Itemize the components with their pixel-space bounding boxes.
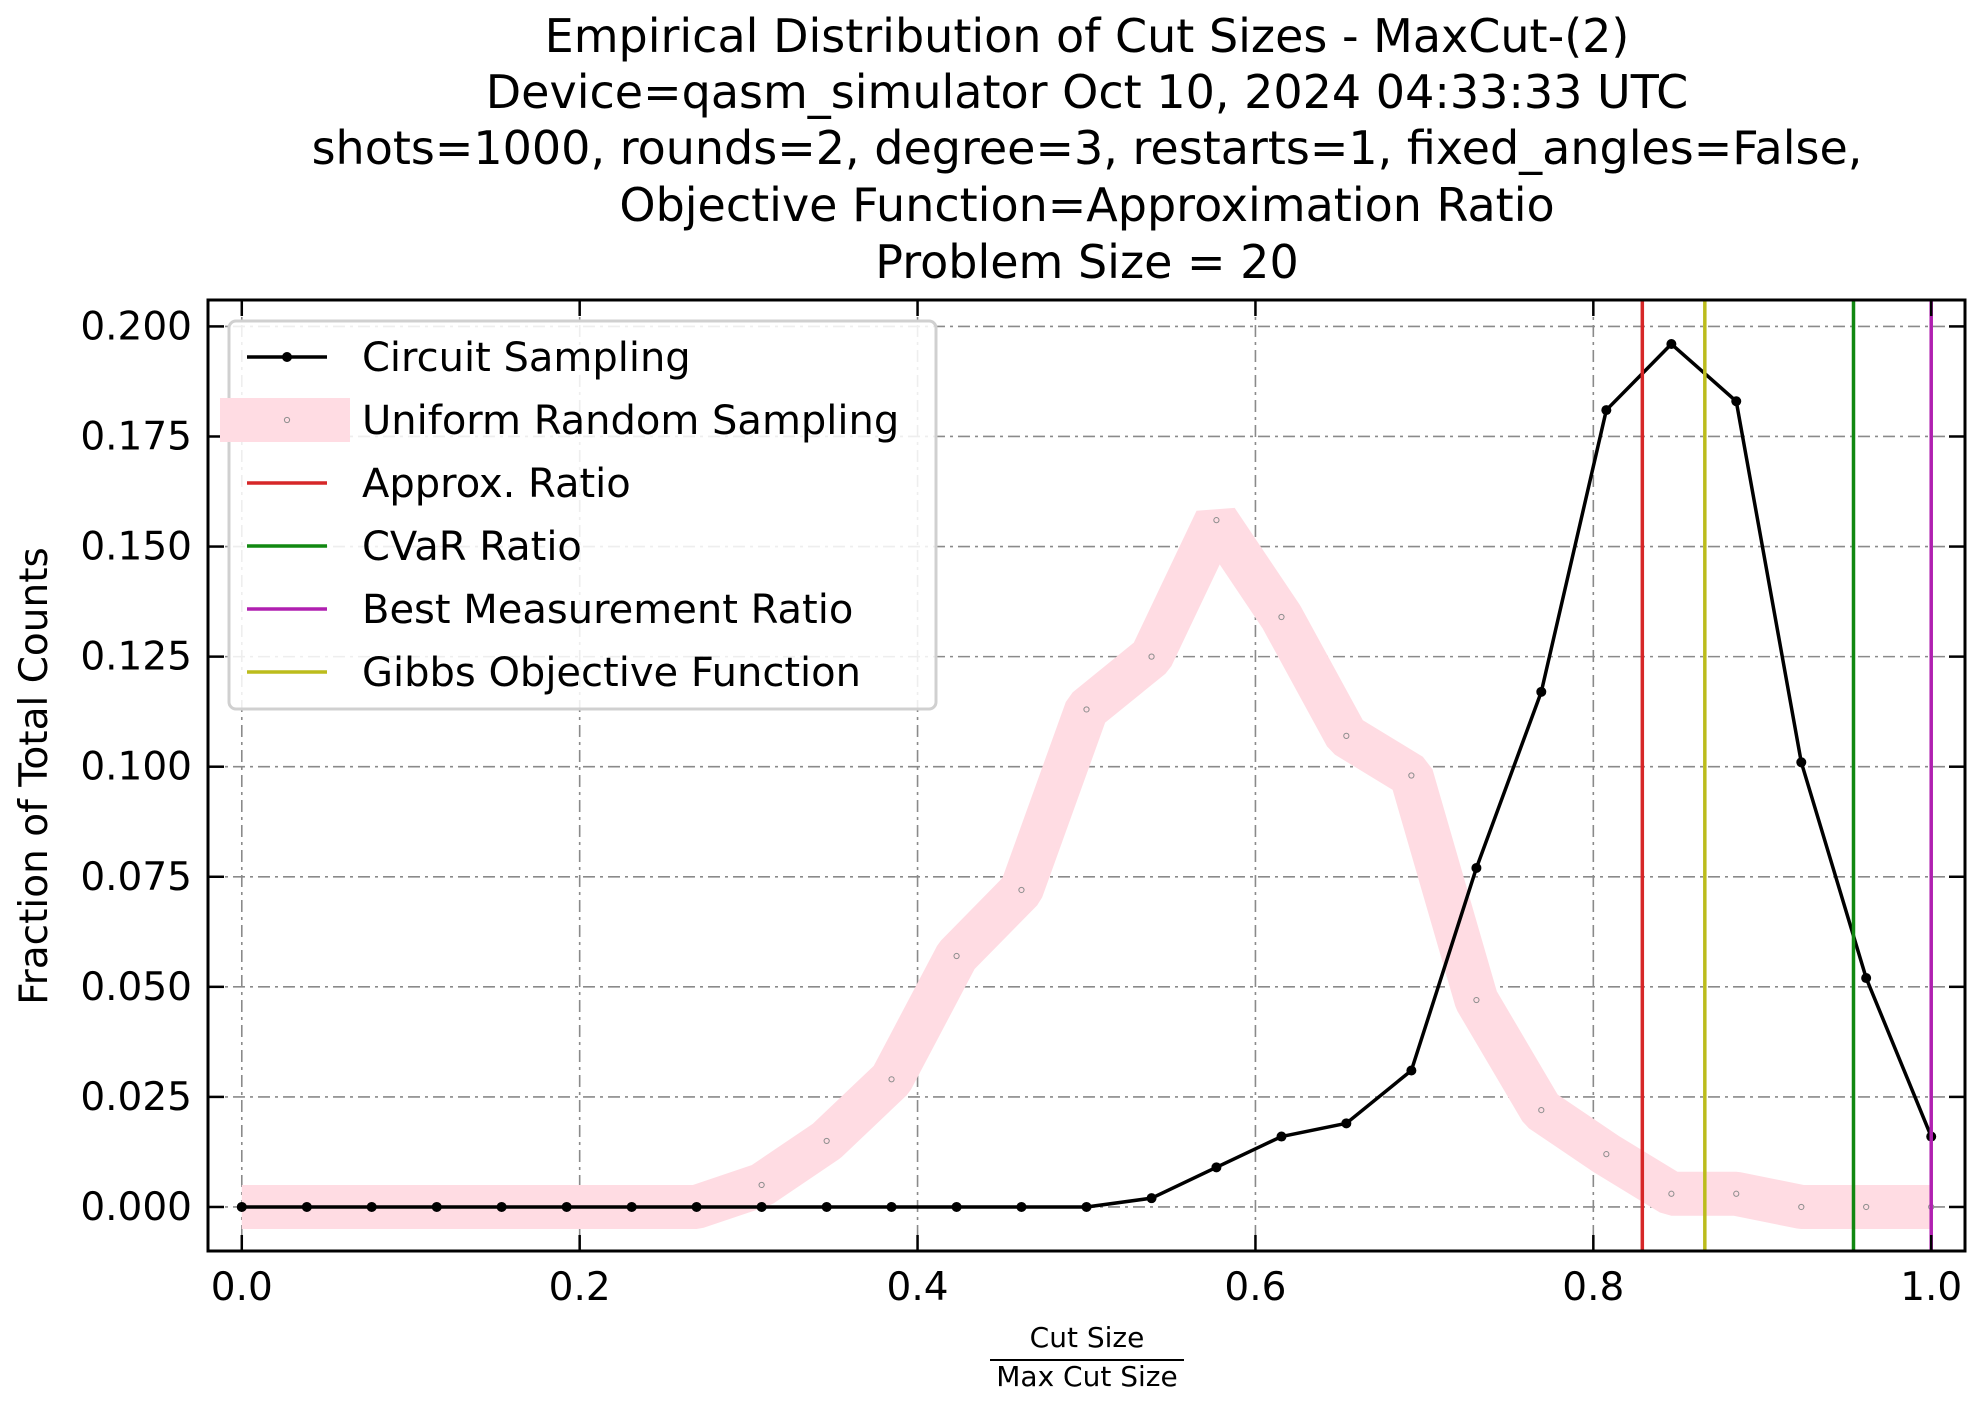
uniform-point-24 [1798,1203,1805,1211]
uniform-point-15 [1213,517,1220,524]
title-line-5: Problem Size = 20 [875,235,1298,289]
circuit-point-4 [496,1201,507,1212]
circuit-point-10 [886,1201,897,1212]
uniform-point-12 [1018,886,1025,894]
y-tick-label-0: 0.000 [80,1185,192,1230]
uniform-point-16 [1278,613,1285,621]
circuit-point-14 [1146,1193,1157,1204]
x-tick-label-3: 0.6 [1224,1265,1286,1310]
legend-label-best-measurement-ratio: Best Measurement Ratio [362,587,853,633]
uniform-point-20 [1538,1107,1545,1114]
y-axis-label: Fraction of Total Counts [12,547,57,1005]
y-tick-label-5: 0.125 [80,635,192,680]
legend-marker-uniform-random-sampling [283,416,291,424]
uniform-point-9 [823,1137,830,1145]
legend-label-gibbs-objective-function: Gibbs Objective Function [362,650,861,696]
x-axis-label-numerator: Cut Size [1030,1321,1145,1354]
legend-item-cvar-ratio: CVaR Ratio [247,524,582,570]
circuit-point-1 [301,1201,312,1212]
circuit-point-9 [821,1201,832,1212]
y-tick-label-8: 0.200 [80,304,192,349]
circuit-point-6 [626,1201,637,1212]
legend-item-gibbs-objective-function: Gibbs Objective Function [247,650,861,696]
uniform-point-11 [953,952,960,960]
legend: Circuit Sampling Uniform Random Sampling A… [220,319,938,711]
circuit-point-18 [1406,1065,1417,1076]
title-line-3: shots=1000, rounds=2, degree=3, restarts… [312,121,1863,175]
x-tick-label-1: 0.2 [549,1265,611,1310]
x-tick-labels: 0.0 0.2 0.4 0.6 0.8 1.0 [211,1265,1962,1310]
circuit-point-0 [236,1201,247,1212]
x-axis-label-denominator: Max Cut Size [996,1360,1177,1393]
circuit-point-15 [1211,1162,1222,1173]
title-line-1: Empirical Distribution of Cut Sizes - Ma… [545,9,1630,63]
legend-label-approx-ratio: Approx. Ratio [362,461,631,507]
uniform-point-23 [1733,1190,1740,1197]
circuit-point-23 [1731,396,1742,407]
uniform-point-8 [758,1181,765,1189]
circuit-point-21 [1601,405,1612,416]
uniform-point-17 [1343,732,1350,739]
uniform-point-25 [1863,1203,1870,1211]
circuit-point-3 [431,1201,442,1212]
chart-title: Empirical Distribution of Cut Sizes - Ma… [312,9,1863,289]
legend-box [227,319,938,711]
circuit-point-13 [1081,1201,1092,1212]
y-tick-labels: 0.000 0.025 0.050 0.075 0.100 0.125 0.150 0.175… [80,304,192,1230]
legend-swatch-uniform-random-sampling [220,398,350,442]
uniform-point-14 [1148,653,1155,660]
uniform-point-19 [1473,996,1480,1004]
legend-label-uniform-random-sampling: Uniform Random Sampling [362,398,899,444]
legend-item-best-measurement-ratio: Best Measurement Ratio [247,587,853,633]
x-tick-label-5: 1.0 [1900,1265,1962,1310]
y-tick-label-1: 0.025 [80,1075,192,1120]
uniform-point-18 [1408,772,1415,779]
y-tick-label-2: 0.050 [80,965,192,1010]
legend-marker-circuit-sampling [282,352,292,362]
reference-lines [1640,300,1933,1251]
circuit-point-2 [366,1201,377,1212]
axis-ticks [208,300,1965,1251]
circuit-point-25 [1861,973,1872,984]
x-tick-label-2: 0.4 [887,1265,949,1310]
y-tick-label-7: 0.175 [80,414,192,459]
title-line-2: Device=qasm_simulator Oct 10, 2024 04:33… [486,65,1688,119]
circuit-point-20 [1536,686,1547,697]
circuit-point-24 [1796,757,1807,768]
circuit-point-17 [1341,1118,1352,1129]
circuit-point-5 [561,1201,572,1212]
legend-item-circuit-sampling: Circuit Sampling [247,335,691,381]
circuit-point-11 [951,1201,962,1212]
legend-label-cvar-ratio: CVaR Ratio [362,524,582,570]
plot-series [236,339,1937,1229]
x-axis-label: Cut Size Max Cut Size [990,1321,1184,1393]
circuit-point-16 [1276,1131,1287,1142]
circuit-point-12 [1016,1201,1027,1212]
x-tick-label-0: 0.0 [211,1265,273,1310]
y-tick-label-3: 0.075 [80,855,192,900]
circuit-point-22 [1666,339,1677,350]
uniform-point-13 [1083,706,1090,713]
title-line-4: Objective Function=Approximation Ratio [619,178,1554,232]
plot-frame [206,298,1967,1253]
circuit-point-8 [756,1201,767,1212]
legend-label-circuit-sampling: Circuit Sampling [362,335,691,381]
legend-item-uniform-random-sampling: Uniform Random Sampling [220,398,899,444]
x-tick-label-4: 0.8 [1562,1265,1624,1310]
y-tick-label-6: 0.150 [80,525,192,570]
uniform-point-21 [1603,1151,1610,1158]
y-tick-label-4: 0.100 [80,745,192,790]
uniform-point-10 [888,1076,895,1083]
circuit-point-7 [691,1201,702,1212]
legend-item-approx-ratio: Approx. Ratio [247,461,631,507]
circuit-point-19 [1471,862,1482,873]
uniform-point-22 [1668,1190,1675,1197]
